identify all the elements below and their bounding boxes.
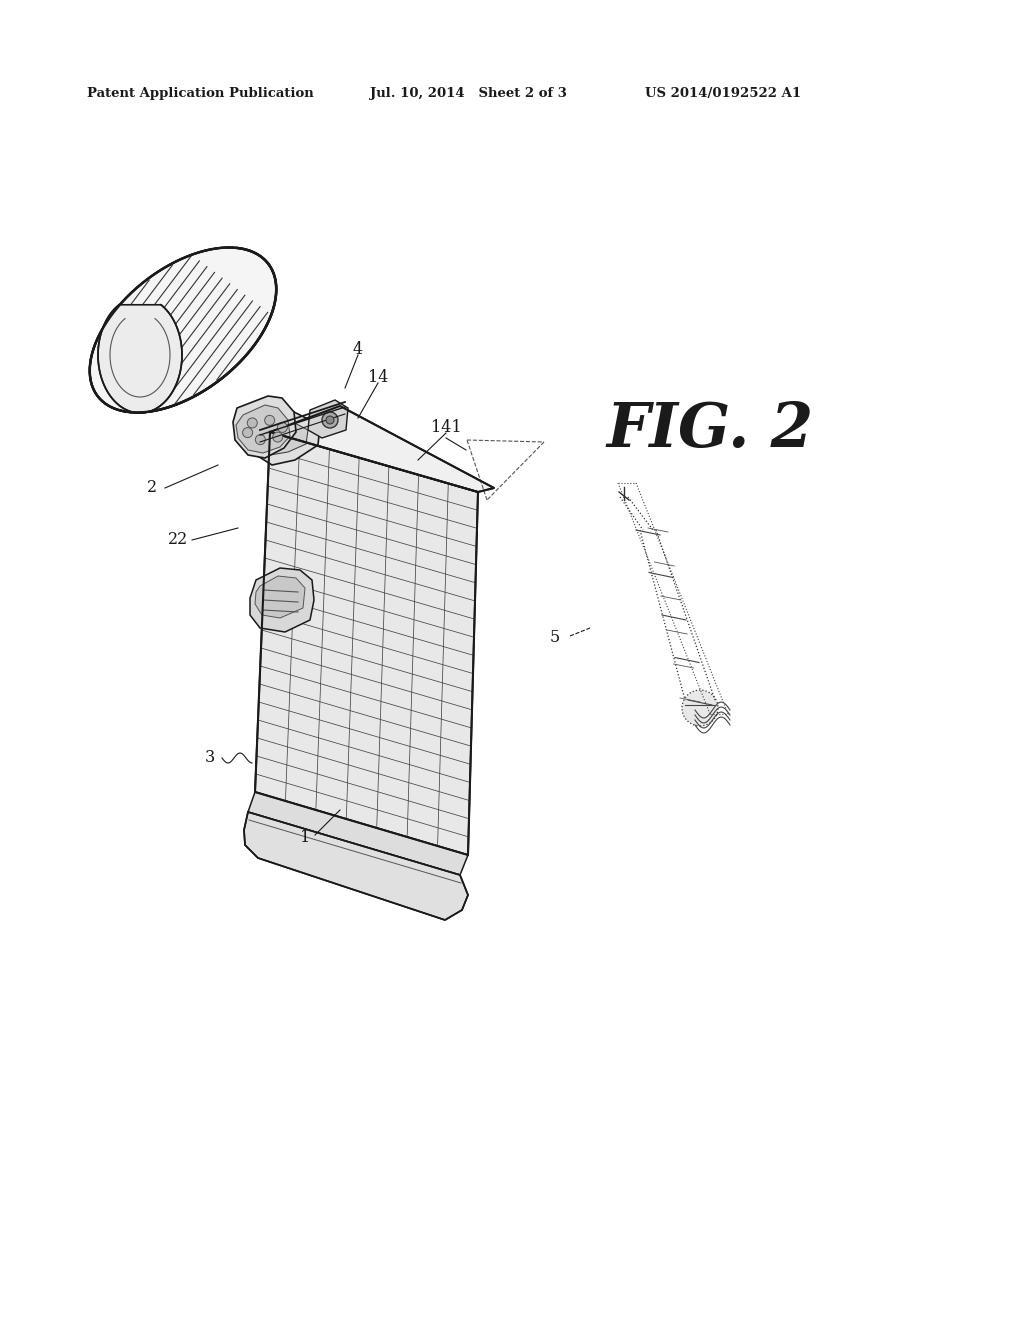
Polygon shape xyxy=(255,432,478,855)
Text: Patent Application Publication: Patent Application Publication xyxy=(87,87,313,99)
Polygon shape xyxy=(270,407,494,492)
Circle shape xyxy=(243,428,253,438)
Polygon shape xyxy=(250,568,314,632)
Polygon shape xyxy=(245,408,319,465)
Text: 5: 5 xyxy=(550,630,560,647)
Circle shape xyxy=(272,432,283,442)
Polygon shape xyxy=(248,792,468,875)
Text: 22: 22 xyxy=(168,532,188,549)
Text: 14: 14 xyxy=(368,370,388,387)
Circle shape xyxy=(278,422,288,433)
Circle shape xyxy=(247,418,257,428)
Polygon shape xyxy=(244,812,468,920)
Polygon shape xyxy=(90,247,276,413)
Polygon shape xyxy=(233,396,296,458)
Circle shape xyxy=(322,412,338,428)
Polygon shape xyxy=(236,405,290,453)
Text: FIG. 2: FIG. 2 xyxy=(606,400,813,459)
Circle shape xyxy=(255,434,265,445)
Polygon shape xyxy=(98,305,182,413)
Text: Jul. 10, 2014   Sheet 2 of 3: Jul. 10, 2014 Sheet 2 of 3 xyxy=(370,87,567,99)
Circle shape xyxy=(264,416,274,425)
Text: US 2014/0192522 A1: US 2014/0192522 A1 xyxy=(645,87,801,99)
Polygon shape xyxy=(308,400,348,438)
Text: 3: 3 xyxy=(205,750,215,767)
Text: 4: 4 xyxy=(353,342,364,359)
Text: 1: 1 xyxy=(300,829,310,846)
Circle shape xyxy=(682,690,718,726)
Text: 141: 141 xyxy=(431,420,462,437)
Polygon shape xyxy=(255,576,305,618)
Text: 2: 2 xyxy=(146,479,157,496)
Polygon shape xyxy=(250,414,308,455)
Circle shape xyxy=(326,416,334,424)
